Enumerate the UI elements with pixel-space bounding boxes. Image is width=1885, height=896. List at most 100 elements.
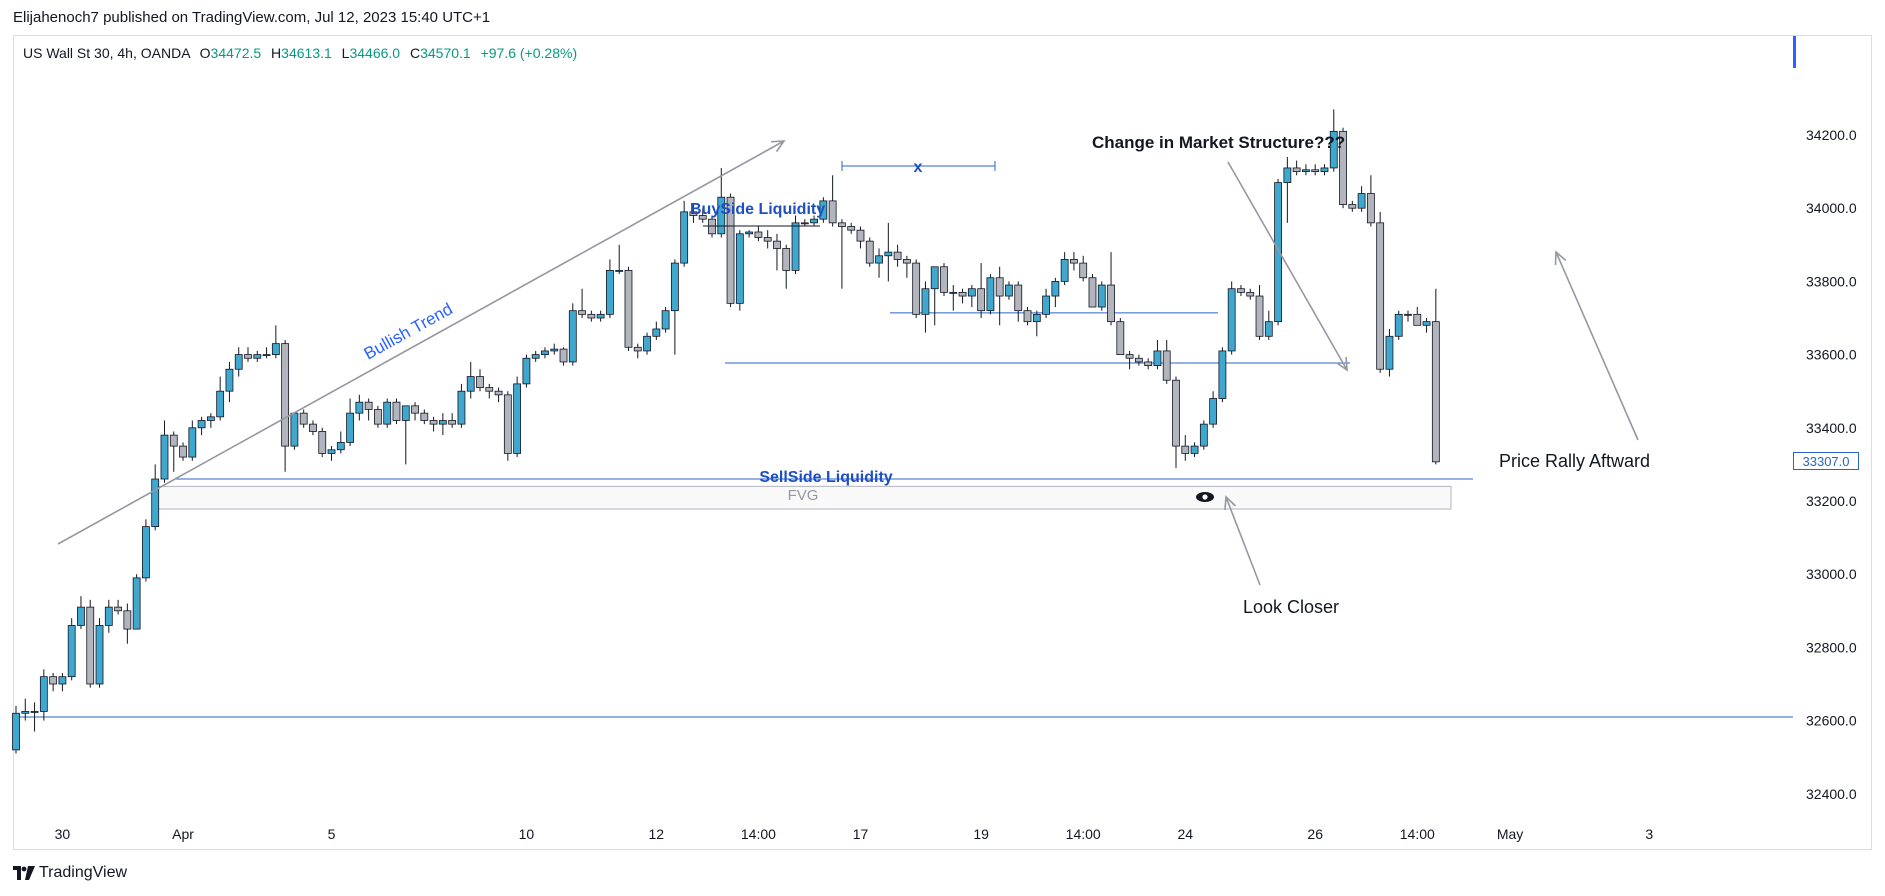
candle-body [1413, 313, 1422, 326]
candle-body [1005, 284, 1013, 297]
candle-body [1274, 182, 1282, 323]
candle-body [930, 266, 939, 290]
candle [1088, 274, 1097, 308]
candle-body [717, 196, 726, 235]
candle-body [800, 222, 809, 225]
candle [1199, 420, 1208, 450]
candle [865, 237, 874, 267]
candle-body [643, 335, 651, 352]
candle [411, 402, 419, 421]
candle-body [104, 606, 113, 626]
candle [1070, 252, 1078, 271]
market-structure-arrow [1227, 161, 1348, 372]
candle-body [838, 222, 846, 227]
candle [893, 244, 902, 267]
candle-body [1051, 280, 1060, 297]
candle [522, 354, 531, 388]
candle-body [39, 676, 48, 712]
bullish-trend-arrow-shaft [57, 140, 785, 545]
candle [1357, 186, 1366, 212]
legend-open: 34472.5 [210, 45, 262, 61]
candle-body [142, 526, 150, 579]
candle-body [1227, 288, 1236, 352]
candle [559, 347, 568, 366]
candle-body [494, 390, 503, 396]
candle-body [568, 310, 577, 363]
candle-body [309, 423, 317, 432]
candle-body [225, 368, 234, 392]
candle [1097, 281, 1106, 311]
legend-open-label: O [199, 45, 211, 61]
candle [1060, 252, 1069, 286]
candle-body [1125, 354, 1134, 359]
candle [476, 369, 484, 392]
candle-body [160, 434, 169, 480]
time-axis[interactable]: 30 Apr 5 10 12 14:00 17 19 14:00 24 26 14:00 May 3 [55, 826, 1654, 842]
sellside-liquidity-label: SellSide Liquidity [759, 469, 892, 486]
price-rally-arrow-head [1554, 250, 1567, 266]
candle [967, 285, 976, 308]
candle [327, 446, 336, 461]
candle [1283, 156, 1292, 223]
price-tick-label: 32600.0 [1806, 713, 1857, 729]
time-tick-label: 14:00 [1400, 826, 1435, 842]
candle-body [95, 625, 104, 685]
candle-body [1302, 169, 1310, 173]
candle-body [1042, 295, 1050, 315]
candle-body [271, 343, 280, 355]
eye-icon [1196, 492, 1214, 502]
candle-body [596, 313, 605, 319]
market-structure-arrow-head [1335, 356, 1348, 372]
horizontal-levels [13, 312, 1793, 718]
candle [884, 222, 893, 282]
candle-body [921, 288, 930, 315]
candle-body [1162, 350, 1171, 381]
candle-body [810, 218, 818, 224]
candle [39, 669, 48, 721]
candle [1320, 164, 1329, 176]
candle [1042, 288, 1050, 318]
candle [531, 350, 540, 362]
candle-body [587, 313, 596, 319]
candle [791, 215, 800, 275]
last-price-badge: 33307.0 [1793, 452, 1859, 470]
candle [828, 175, 837, 227]
tradingview-logo[interactable]: TradingView [13, 864, 127, 882]
candle [188, 420, 197, 461]
candle [754, 226, 763, 242]
candle [392, 398, 401, 425]
candle [318, 427, 327, 458]
candle-body [1199, 423, 1208, 447]
candle-body [652, 328, 661, 337]
candle-body [986, 277, 995, 312]
candle-body [1097, 284, 1106, 308]
candle-body [763, 237, 772, 242]
candle [355, 394, 364, 421]
candle-body [466, 376, 475, 392]
candle-body [1366, 193, 1375, 224]
candle [958, 288, 967, 304]
time-tick-label: 12 [649, 826, 665, 842]
candle-body [1292, 167, 1301, 173]
candle [782, 244, 791, 289]
candle [875, 248, 883, 278]
candle-body [169, 434, 178, 447]
candle [810, 215, 818, 227]
time-tick-label: 3 [1645, 826, 1653, 842]
candle [1329, 109, 1338, 172]
price-tick-label: 33000.0 [1806, 566, 1857, 582]
candle-body [1153, 350, 1162, 366]
price-axis[interactable]: 34200.0 34000.0 33800.0 33600.0 33400.0 33200… [1806, 127, 1857, 802]
candle [1431, 288, 1440, 465]
candle [1292, 160, 1301, 176]
candle-body [1144, 361, 1153, 366]
time-tick-label: 5 [328, 826, 336, 842]
candle [1005, 281, 1013, 300]
candle-body [1376, 222, 1385, 370]
price-tick-label: 32800.0 [1806, 639, 1857, 655]
candle [104, 599, 113, 633]
candle-body [550, 348, 559, 352]
candle [346, 398, 354, 447]
candle [698, 208, 707, 223]
